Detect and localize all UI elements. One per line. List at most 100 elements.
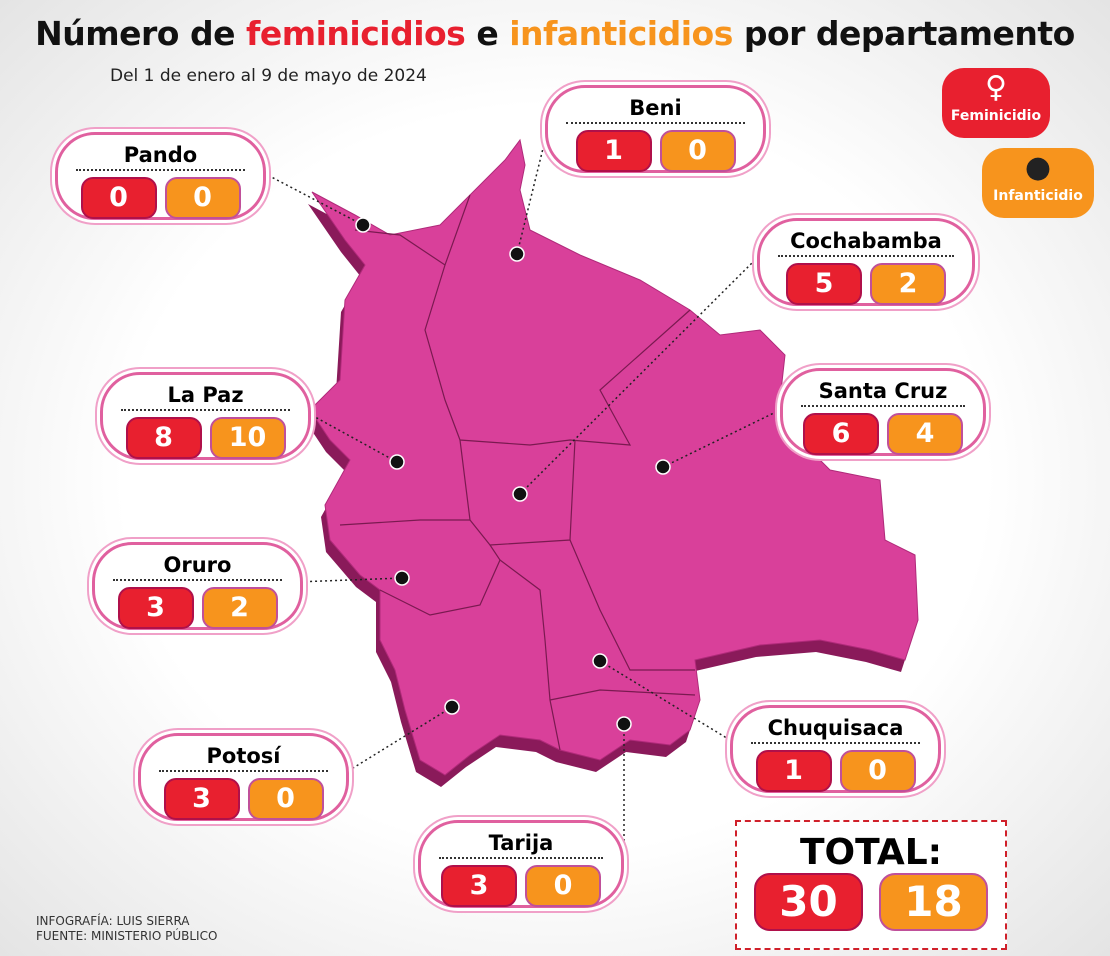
department-dot <box>509 246 525 262</box>
department-dot <box>355 217 371 233</box>
counts: 8 10 <box>103 417 308 459</box>
department-box: Tarija 3 0 <box>418 820 624 908</box>
separator <box>566 122 745 124</box>
border <box>499 559 561 751</box>
department-dot <box>616 716 632 732</box>
department-dot <box>394 570 410 586</box>
department-name: Beni <box>629 96 682 120</box>
department-name: Pando <box>123 143 198 167</box>
feminicidios-count: 8 <box>125 417 202 459</box>
department-name: Potosí <box>206 744 281 768</box>
legend-label: Infanticidio <box>993 188 1083 204</box>
border <box>339 519 470 526</box>
infanticidios-count: 0 <box>659 130 736 172</box>
separator <box>76 169 245 171</box>
icon: ● <box>1024 150 1052 185</box>
connectors <box>257 119 781 858</box>
department-box: Chuquisaca 1 0 <box>730 705 941 793</box>
infanticidios-count: 0 <box>247 778 324 820</box>
department-box: Beni 1 0 <box>545 85 766 173</box>
connector <box>516 119 551 255</box>
connector <box>305 411 398 463</box>
map-country <box>309 138 919 776</box>
border <box>569 539 695 671</box>
department-box: Santa Cruz 6 4 <box>780 368 986 456</box>
infanticidios-count: 0 <box>164 177 241 219</box>
title-part: Número de <box>35 14 235 53</box>
infanticidios-count: 4 <box>887 413 963 455</box>
title-part: infanticidios <box>509 14 733 53</box>
separator <box>801 405 965 407</box>
connector <box>344 706 453 774</box>
connector <box>519 254 761 495</box>
total-infanticidios: 18 <box>879 873 988 931</box>
feminicidios-count: 3 <box>117 587 194 629</box>
department-box: Pando 0 0 <box>55 132 266 220</box>
separator <box>439 857 603 859</box>
total-box: TOTAL: 30 18 <box>735 820 1007 950</box>
credits: INFOGRAFÍA: LUIS SIERRA FUENTE: MINISTER… <box>36 914 217 944</box>
department-name: Oruro <box>163 553 232 577</box>
separator <box>113 579 282 581</box>
department-box: Potosí 3 0 <box>138 733 349 821</box>
department-name: Cochabamba <box>790 229 942 253</box>
feminicidios-count: 1 <box>575 130 652 172</box>
feminicidios-count: 3 <box>441 865 517 907</box>
department-name: La Paz <box>167 383 244 407</box>
feminicidios-count: 1 <box>755 750 832 792</box>
infanticidios-count: 0 <box>839 750 916 792</box>
department-box: Cochabamba 5 2 <box>757 218 975 306</box>
separator <box>778 255 954 257</box>
border <box>354 194 471 266</box>
connector <box>662 409 781 468</box>
infanticidios-count: 10 <box>209 417 286 459</box>
border <box>379 544 501 616</box>
credit: FUENTE: MINISTERIO PÚBLICO <box>36 929 218 943</box>
department-name: Chuquisaca <box>767 716 904 740</box>
legend-infanticidio: ● Infanticidio <box>982 148 1094 218</box>
feminicidios-count: 5 <box>786 263 862 305</box>
infanticidios-count: 2 <box>201 587 278 629</box>
department-dot <box>512 486 528 502</box>
connector <box>599 660 731 741</box>
subtitle: Del 1 de enero al 9 de mayo de 2024 <box>110 66 427 86</box>
title-part: feminicidios <box>245 14 466 53</box>
department-dot <box>444 699 460 715</box>
separator <box>159 770 328 772</box>
title: Número de feminicidios e infanticidios p… <box>0 14 1110 53</box>
separator <box>121 409 290 411</box>
feminicidios-count: 6 <box>803 413 879 455</box>
legend-label: Feminicidio <box>950 108 1042 124</box>
department-box: La Paz 8 10 <box>100 372 311 460</box>
feminicidios-count: 0 <box>80 177 157 219</box>
total-feminicidios: 30 <box>754 873 863 931</box>
infanticidios-count: 0 <box>525 865 601 907</box>
department-box: Oruro 3 2 <box>92 542 303 630</box>
feminicidios-count: 3 <box>163 778 240 820</box>
department-dot <box>592 653 608 669</box>
border <box>424 264 691 446</box>
department-name: Tarija <box>488 831 554 855</box>
total-label: TOTAL: <box>799 832 943 873</box>
title-part: e <box>476 14 499 53</box>
department-borders <box>339 194 696 751</box>
separator <box>751 742 920 744</box>
total-pills: 30 18 <box>737 873 1005 931</box>
department-dot <box>655 459 671 475</box>
legend-feminicidio: ♀ Feminicidio <box>942 68 1050 138</box>
department-dot <box>389 454 405 470</box>
border <box>549 689 696 701</box>
credit: INFOGRAFÍA: LUIS SIERRA <box>36 914 190 928</box>
icon: ♀ <box>985 70 1007 105</box>
title-part: por departamento <box>743 14 1075 53</box>
department-name: Santa Cruz <box>818 379 948 403</box>
